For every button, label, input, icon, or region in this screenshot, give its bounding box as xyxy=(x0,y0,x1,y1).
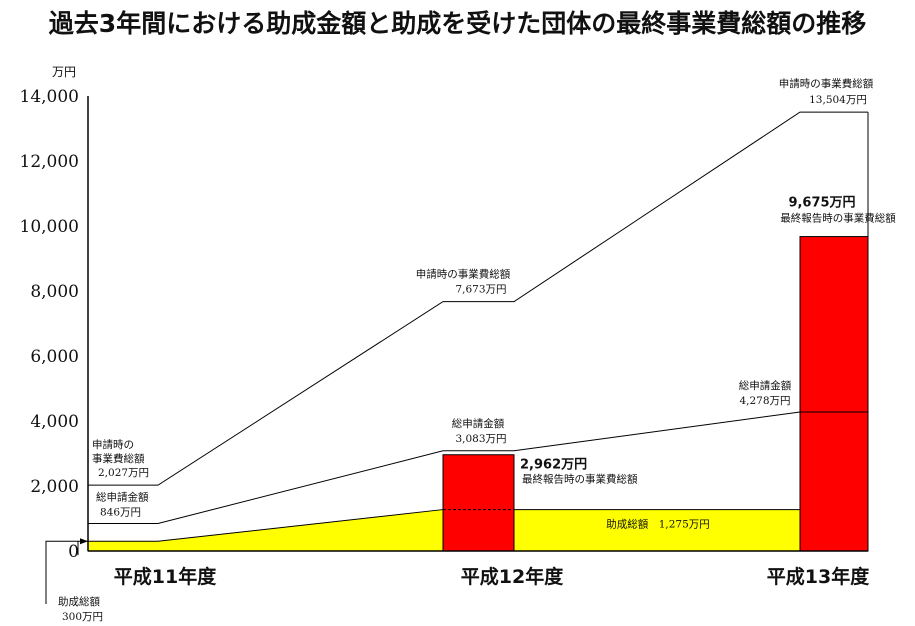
h12-request-title: 総申請金額 xyxy=(452,417,505,430)
y-tick-label: 0 xyxy=(68,542,79,562)
line-application-total xyxy=(88,111,868,486)
subsidy-total-label: 助成総額 1,275万円 xyxy=(606,518,710,531)
y-tick-label: 12,000 xyxy=(20,152,79,172)
category-label: 平成11年度 xyxy=(114,565,217,588)
h13-final-title: 最終報告時の事業費総額 xyxy=(780,212,896,225)
axes-layer xyxy=(87,96,868,552)
h13-request-title: 総申請金額 xyxy=(739,379,792,392)
h12-final-title: 最終報告時の事業費総額 xyxy=(522,473,638,486)
y-tick-label: 8,000 xyxy=(30,282,79,302)
h12-request-value: 3,083万円 xyxy=(455,433,506,445)
y-tick-label: 2,000 xyxy=(30,477,79,497)
chart-title: 過去3年間における助成金額と助成を受けた団体の最終事業費総額の推移 xyxy=(48,9,867,38)
h11-subsidy-arrow xyxy=(80,538,88,545)
y-tick-label: 6,000 xyxy=(30,347,79,367)
y-axis-unit: 万円 xyxy=(52,65,76,79)
final-bar-h12 xyxy=(442,454,515,552)
h11-apptotal-value: 2,027万円 xyxy=(98,467,149,479)
h11-apptotal-line1: 申請時の xyxy=(92,438,134,451)
h11-subsidy-value: 300万円 xyxy=(62,611,103,623)
h11-subsidy-title: 助成総額 xyxy=(58,595,100,608)
y-tick-label: 10,000 xyxy=(20,217,79,237)
y-tick-label: 4,000 xyxy=(30,412,79,432)
h12-apptotal-value: 7,673万円 xyxy=(455,284,506,296)
y-tick-label: 14,000 xyxy=(20,87,79,107)
text-layer: 0 2,000 4,000 6,000 8,000 10,000 12,000 14,000 万… xyxy=(20,65,897,623)
h12-apptotal-title: 申請時の事業費総額 xyxy=(416,268,511,281)
h11-request-value: 846万円 xyxy=(100,507,141,519)
h13-request-value: 4,278万円 xyxy=(739,395,790,407)
h13-apptotal-title: 申請時の事業費総額 xyxy=(779,77,874,90)
category-label: 平成13年度 xyxy=(767,565,870,588)
h11-subsidy-leader xyxy=(45,540,88,604)
h11-apptotal-line2: 事業費総額 xyxy=(92,452,145,465)
h13-apptotal-value: 13,504万円 xyxy=(809,94,867,106)
final-bar-h13 xyxy=(799,236,869,552)
marks-layer xyxy=(45,111,869,604)
h13-final-value: 9,675万円 xyxy=(788,196,855,211)
category-label: 平成12年度 xyxy=(461,565,564,588)
h11-request-title: 総申請金額 xyxy=(96,491,149,504)
h12-final-value: 2,962万円 xyxy=(520,458,587,473)
